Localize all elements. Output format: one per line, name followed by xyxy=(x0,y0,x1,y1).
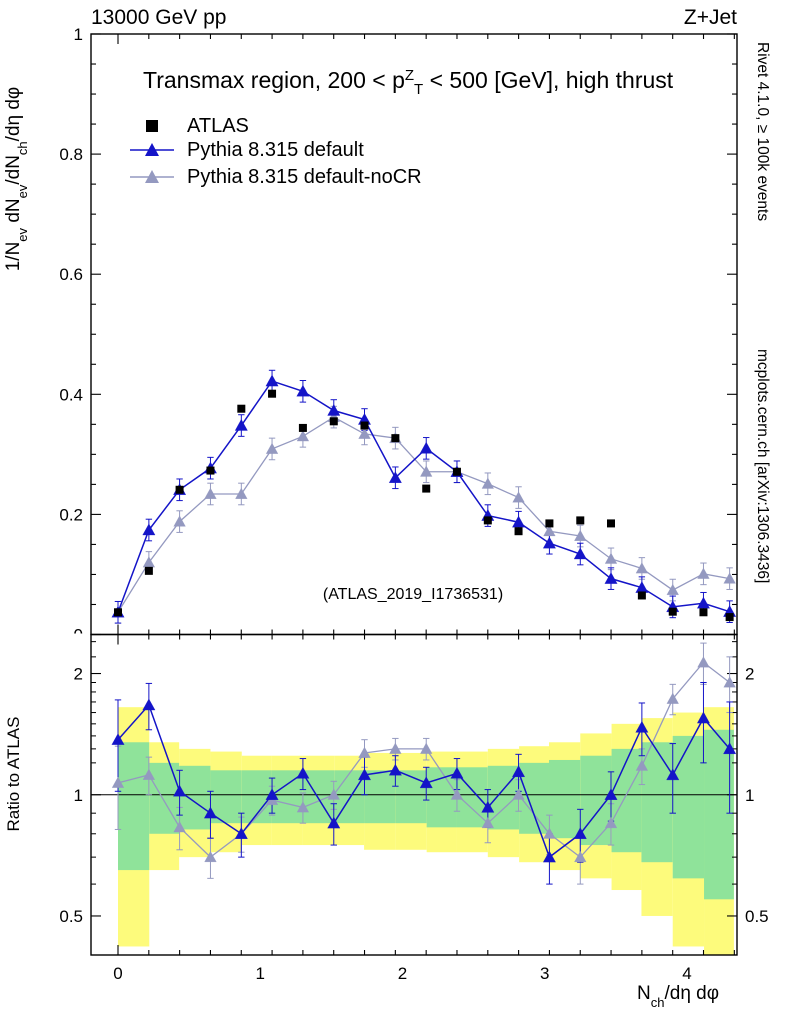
svg-text:Pythia 8.315 default: Pythia 8.315 default xyxy=(187,139,364,161)
svg-text:2: 2 xyxy=(745,665,754,684)
svg-text:ATLAS: ATLAS xyxy=(187,115,249,137)
svg-text:Rivet 4.1.0, ≥ 100k events: Rivet 4.1.0, ≥ 100k events xyxy=(754,42,771,221)
svg-text:1: 1 xyxy=(74,786,83,805)
svg-text:0.5: 0.5 xyxy=(745,907,769,926)
svg-text:Pythia 8.315 default-noCR: Pythia 8.315 default-noCR xyxy=(187,166,422,188)
svg-text:Z+Jet: Z+Jet xyxy=(684,6,737,29)
svg-text:mcplots.cern.ch [arXiv:1306.34: mcplots.cern.ch [arXiv:1306.3436] xyxy=(754,349,771,583)
svg-text:2: 2 xyxy=(398,964,407,983)
svg-text:0.2: 0.2 xyxy=(59,505,83,524)
svg-text:0.4: 0.4 xyxy=(59,385,83,404)
svg-text:0.8: 0.8 xyxy=(59,145,83,164)
svg-text:1: 1 xyxy=(256,964,265,983)
svg-text:4: 4 xyxy=(682,964,691,983)
svg-text:0: 0 xyxy=(113,964,122,983)
svg-text:3: 3 xyxy=(540,964,549,983)
svg-text:0.5: 0.5 xyxy=(59,907,83,926)
svg-text:13000 GeV pp: 13000 GeV pp xyxy=(91,6,226,29)
svg-text:1: 1 xyxy=(74,25,83,44)
svg-text:(ATLAS_2019_I1736531): (ATLAS_2019_I1736531) xyxy=(323,586,503,603)
svg-text:Ratio to ATLAS: Ratio to ATLAS xyxy=(4,717,23,832)
svg-text:2: 2 xyxy=(74,665,83,684)
svg-text:1: 1 xyxy=(745,786,754,805)
svg-text:0.6: 0.6 xyxy=(59,265,83,284)
